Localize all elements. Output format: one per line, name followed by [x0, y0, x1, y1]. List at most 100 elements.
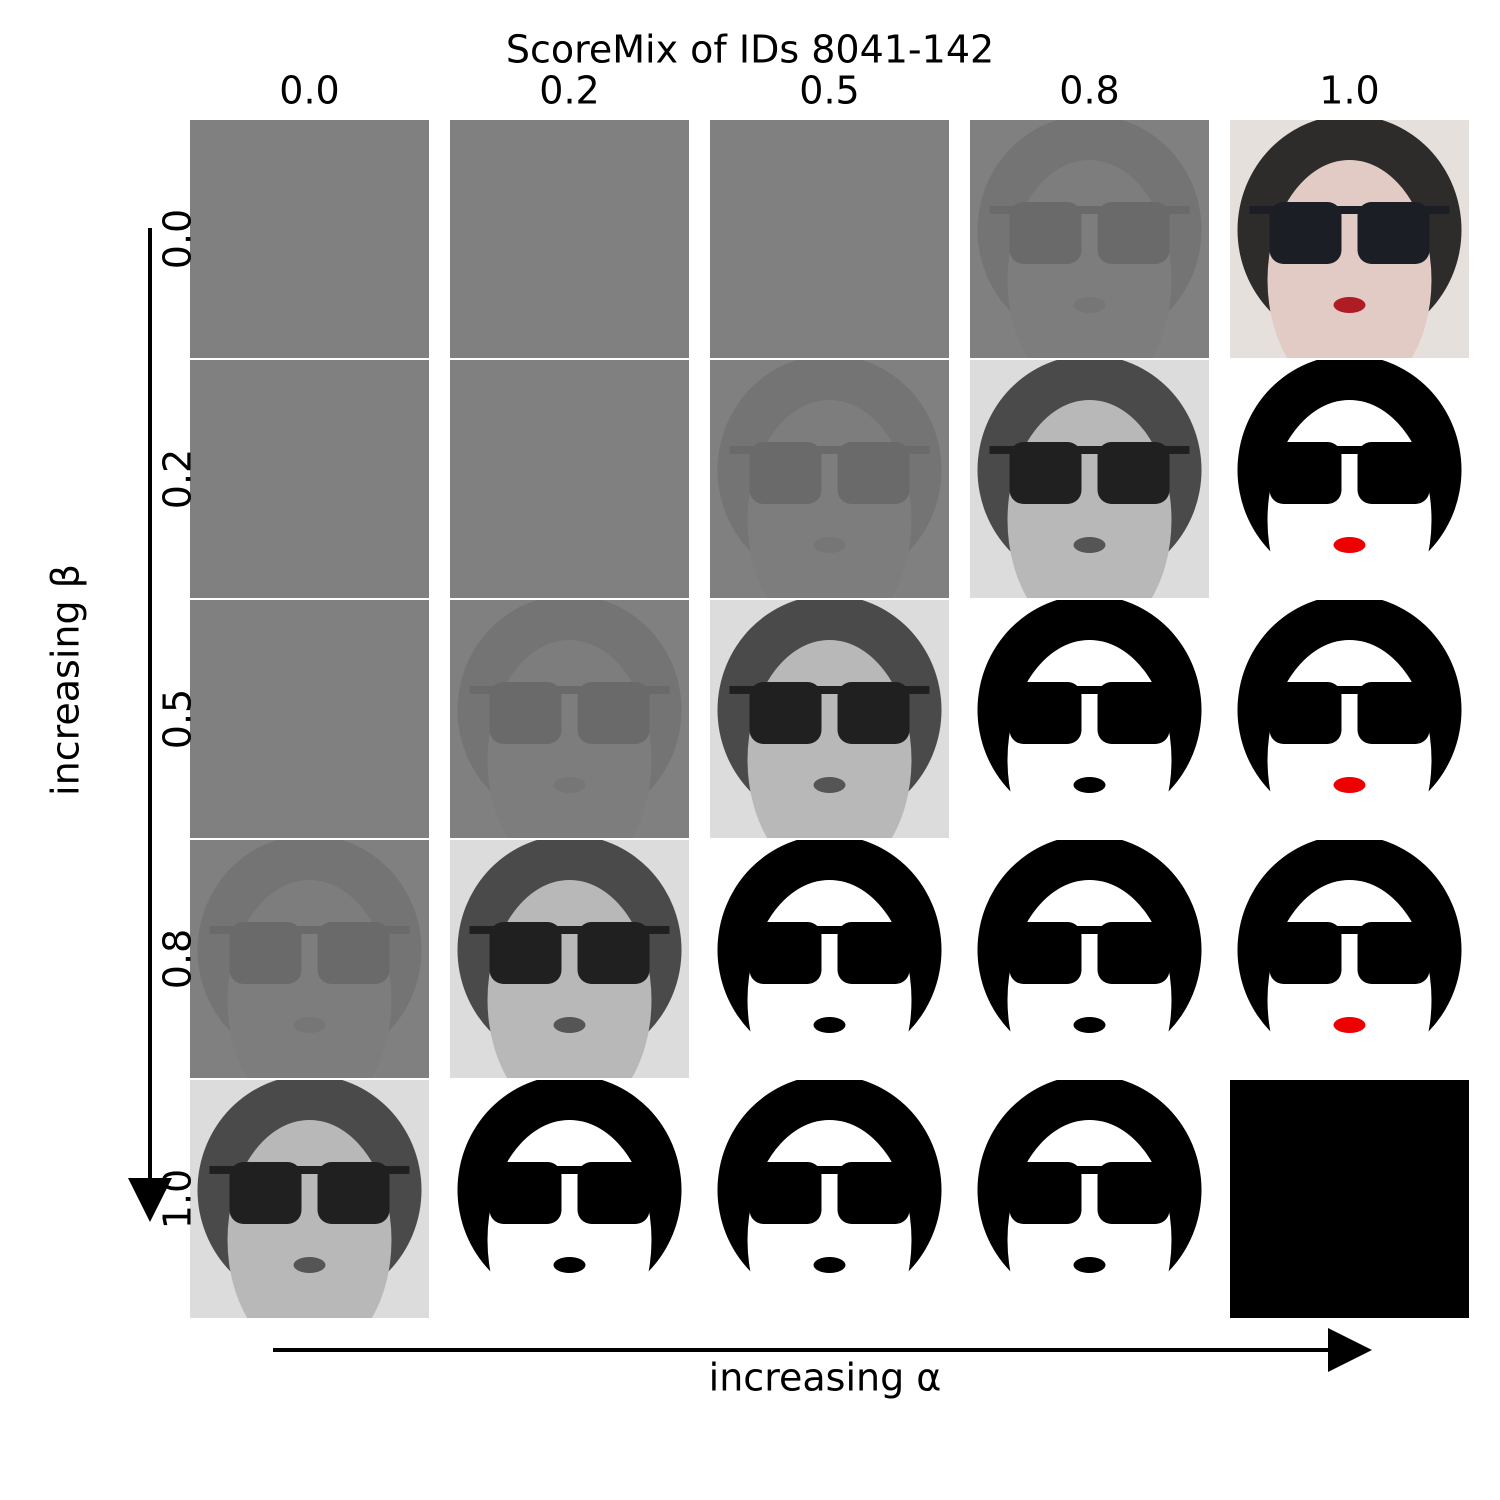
- image-cell: [190, 840, 429, 1078]
- image: [190, 360, 429, 598]
- glasses-left: [1009, 922, 1082, 984]
- image-cell: [450, 840, 689, 1078]
- image: [710, 120, 949, 358]
- lips: [1073, 537, 1106, 553]
- column-label: 0.8: [1059, 69, 1119, 113]
- image-cell: [450, 600, 689, 838]
- row-label: 1.0: [156, 1169, 200, 1229]
- glasses-right: [1097, 442, 1170, 504]
- image-cell: [970, 1080, 1209, 1318]
- lips: [1073, 777, 1106, 793]
- glasses-left: [1009, 442, 1082, 504]
- row-label: 0.0: [156, 209, 200, 269]
- image-cell: [970, 600, 1209, 838]
- glasses-bridge: [469, 926, 670, 934]
- row-label: 0.8: [156, 929, 200, 989]
- glasses-left: [749, 682, 822, 744]
- row-label: 0.2: [156, 449, 200, 509]
- glasses-right: [1097, 1162, 1170, 1224]
- lips: [813, 537, 846, 553]
- glasses-bridge: [989, 686, 1190, 694]
- glasses-left: [489, 682, 562, 744]
- glasses-bridge: [1249, 446, 1450, 454]
- glasses-bridge: [1249, 206, 1450, 214]
- glasses-left: [1269, 442, 1342, 504]
- glasses-bridge: [729, 926, 930, 934]
- glasses-right: [1357, 682, 1430, 744]
- column-label: 0.5: [799, 69, 859, 113]
- image: [450, 360, 689, 598]
- lips: [813, 1257, 846, 1273]
- image-cell: [1230, 360, 1469, 598]
- glasses-bridge: [729, 446, 930, 454]
- glasses-bridge: [1249, 686, 1450, 694]
- glasses-bridge: [729, 1166, 930, 1174]
- image-cell: [1230, 120, 1469, 358]
- image: [190, 600, 429, 838]
- image-cell: [190, 120, 429, 358]
- glasses-bridge: [469, 1166, 670, 1174]
- glasses-left: [1269, 682, 1342, 744]
- lips: [1073, 1257, 1106, 1273]
- glasses-bridge: [729, 686, 930, 694]
- image-cell: [190, 600, 429, 838]
- image-cell: [970, 840, 1209, 1078]
- lips: [1333, 1017, 1366, 1033]
- lips: [813, 777, 846, 793]
- image-cell: [710, 360, 949, 598]
- image-cell: [1230, 600, 1469, 838]
- glasses-right: [317, 1162, 390, 1224]
- glasses-left: [489, 1162, 562, 1224]
- lips: [813, 1017, 846, 1033]
- image-cell: [450, 360, 689, 598]
- image: [190, 120, 429, 358]
- glasses-left: [1009, 682, 1082, 744]
- beta-arrow-head: [128, 1178, 172, 1222]
- image-cell: [970, 120, 1209, 358]
- glasses-right: [837, 442, 910, 504]
- lips: [293, 1257, 326, 1273]
- lips: [553, 777, 586, 793]
- image-cell: [710, 1080, 949, 1318]
- column-label: 0.2: [539, 69, 599, 113]
- glasses-bridge: [469, 686, 670, 694]
- glasses-left: [229, 1162, 302, 1224]
- y-axis-label: increasing β: [44, 564, 88, 796]
- row-label: 0.5: [156, 689, 200, 749]
- glasses-left: [1269, 922, 1342, 984]
- glasses-bridge: [989, 1166, 1190, 1174]
- image-cell: [450, 120, 689, 358]
- glasses-left: [1009, 202, 1082, 264]
- glasses-right: [1357, 442, 1430, 504]
- glasses-right: [1357, 202, 1430, 264]
- image: [1230, 1080, 1469, 1318]
- lips: [293, 1017, 326, 1033]
- column-label: 0.0: [279, 69, 339, 113]
- glasses-left: [1009, 1162, 1082, 1224]
- glasses-bridge: [989, 206, 1190, 214]
- glasses-right: [577, 922, 650, 984]
- glasses-bridge: [989, 926, 1190, 934]
- column-label: 1.0: [1319, 69, 1379, 113]
- glasses-right: [837, 682, 910, 744]
- image-cell: [710, 600, 949, 838]
- image-cell: [450, 1080, 689, 1318]
- lips: [1073, 297, 1106, 313]
- glasses-bridge: [989, 446, 1190, 454]
- image-grid: [190, 120, 1469, 1318]
- glasses-left: [749, 922, 822, 984]
- glasses-left: [749, 1162, 822, 1224]
- glasses-left: [489, 922, 562, 984]
- lips: [553, 1257, 586, 1273]
- image-cell: [190, 360, 429, 598]
- alpha-arrow-head: [1328, 1328, 1372, 1372]
- x-axis-label: increasing α: [709, 1356, 942, 1400]
- image-cell: [710, 120, 949, 358]
- glasses-right: [577, 682, 650, 744]
- glasses-left: [1269, 202, 1342, 264]
- glasses-right: [577, 1162, 650, 1224]
- glasses-right: [317, 922, 390, 984]
- image-cell: [1230, 840, 1469, 1078]
- image-cell: [710, 840, 949, 1078]
- glasses-bridge: [209, 1166, 410, 1174]
